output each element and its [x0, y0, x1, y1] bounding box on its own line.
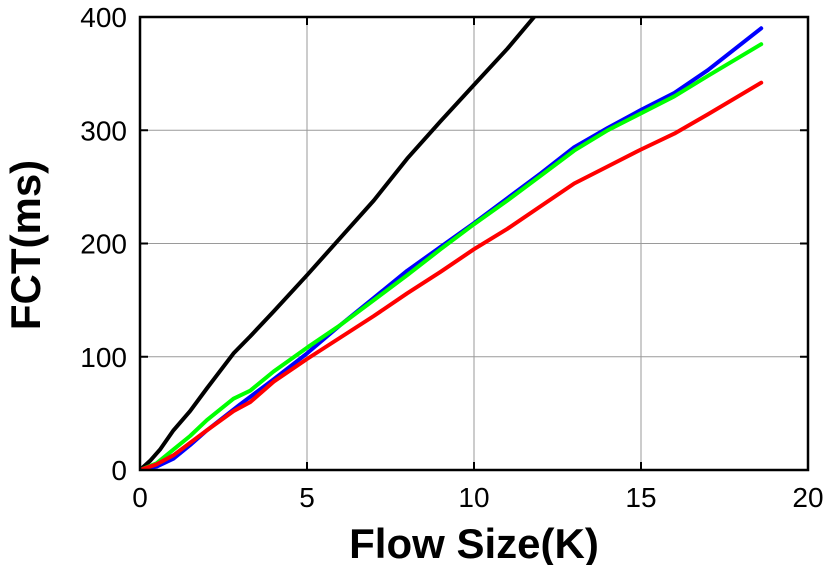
ticks: [139, 16, 809, 471]
series-line-1: [140, 17, 537, 470]
y-axis-title: FCT(ms): [2, 160, 49, 330]
y-tick-label: 200: [80, 229, 127, 260]
y-tick-label: 400: [80, 2, 127, 33]
x-tick-label: 5: [299, 482, 315, 513]
y-tick-label: 100: [80, 342, 127, 373]
y-tick-label: 0: [111, 455, 127, 486]
y-tick-label: 300: [80, 115, 127, 146]
series-group: [140, 17, 764, 470]
x-tick-label: 20: [792, 482, 823, 513]
series-line-2: [140, 26, 764, 470]
series-line-4: [140, 80, 764, 470]
series-line-3: [140, 42, 764, 470]
x-tick-label: 10: [458, 482, 489, 513]
grid: [140, 17, 808, 470]
x-tick-label: 15: [625, 482, 656, 513]
x-axis-title: Flow Size(K): [349, 520, 599, 565]
x-tick-label: 0: [132, 482, 148, 513]
